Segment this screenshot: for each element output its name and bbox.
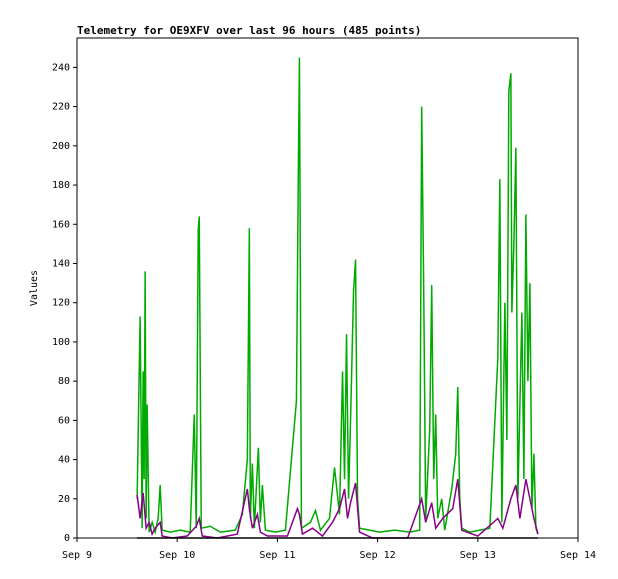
y-tick-label: 80 bbox=[58, 376, 70, 387]
y-tick-label: 20 bbox=[58, 494, 70, 505]
y-axis-label: Values bbox=[29, 270, 40, 306]
series-line bbox=[136, 57, 539, 536]
y-tick-label: 240 bbox=[52, 62, 70, 73]
y-tick-label: 120 bbox=[52, 298, 70, 309]
y-tick-label: 160 bbox=[52, 219, 70, 230]
y-tick-label: 200 bbox=[52, 141, 70, 152]
x-tick-label: Sep 9 bbox=[62, 550, 92, 561]
x-tick-label: Sep 12 bbox=[360, 550, 396, 561]
y-tick-label: 140 bbox=[52, 258, 70, 269]
x-tick-label: Sep 13 bbox=[460, 550, 496, 561]
y-tick-label: 100 bbox=[52, 337, 70, 348]
x-tick-label: Sep 10 bbox=[159, 550, 195, 561]
y-tick-label: 0 bbox=[64, 533, 70, 544]
y-tick-label: 180 bbox=[52, 180, 70, 191]
x-tick-label: Sep 11 bbox=[259, 550, 295, 561]
x-tick-label: Sep 14 bbox=[560, 550, 596, 561]
chart-title: Telemetry for OE9XFV over last 96 hours … bbox=[77, 24, 421, 37]
y-tick-label: 220 bbox=[52, 102, 70, 113]
y-tick-label: 60 bbox=[58, 415, 70, 426]
y-tick-label: 40 bbox=[58, 455, 70, 466]
